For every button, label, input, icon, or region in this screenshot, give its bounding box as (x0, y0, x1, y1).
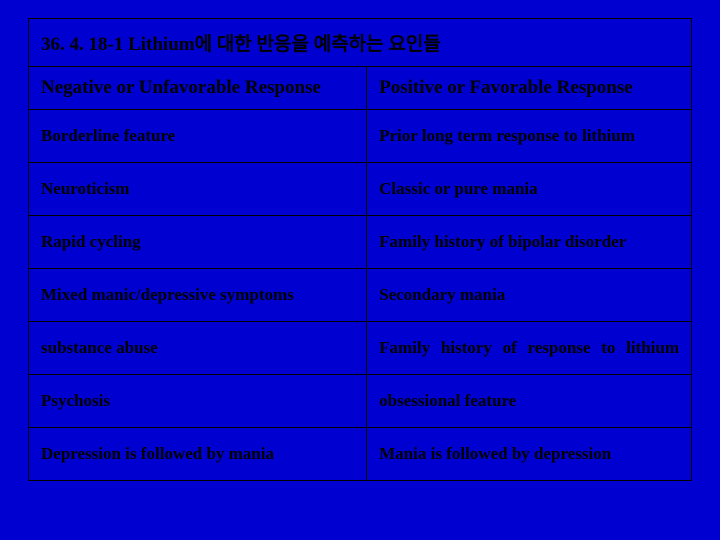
header-row: Negative or Unfavorable Response Positiv… (29, 67, 692, 110)
cell-negative: Rapid cycling (29, 216, 367, 269)
cell-positive: Classic or pure mania (367, 163, 692, 216)
table-row: Borderline feature Prior long term respo… (29, 110, 692, 163)
cell-positive: obsessional feature (367, 375, 692, 428)
cell-positive: Secondary mania (367, 269, 692, 322)
cell-negative: Mixed manic/depressive symptoms (29, 269, 367, 322)
cell-positive: Mania is followed by depression (367, 428, 692, 481)
table-row: Depression is followed by mania Mania is… (29, 428, 692, 481)
col-header-positive: Positive or Favorable Response (367, 67, 692, 110)
table-row: Neuroticism Classic or pure mania (29, 163, 692, 216)
cell-positive: Family history of response to lithium (367, 322, 692, 375)
cell-positive: Prior long term response to lithium (367, 110, 692, 163)
cell-negative: Psychosis (29, 375, 367, 428)
table-row: substance abuse Family history of respon… (29, 322, 692, 375)
table-row: Mixed manic/depressive symptoms Secondar… (29, 269, 692, 322)
lithium-factors-table: 36. 4. 18-1 Lithium에 대한 반응을 예측하는 요인들 Neg… (28, 18, 692, 481)
table-row: Rapid cycling Family history of bipolar … (29, 216, 692, 269)
col-header-negative: Negative or Unfavorable Response (29, 67, 367, 110)
title-row: 36. 4. 18-1 Lithium에 대한 반응을 예측하는 요인들 (29, 19, 692, 67)
cell-positive: Family history of bipolar disorder (367, 216, 692, 269)
cell-negative: Depression is followed by mania (29, 428, 367, 481)
table-row: Psychosis obsessional feature (29, 375, 692, 428)
cell-negative: Borderline feature (29, 110, 367, 163)
table-title: 36. 4. 18-1 Lithium에 대한 반응을 예측하는 요인들 (29, 19, 692, 67)
cell-negative: substance abuse (29, 322, 367, 375)
cell-negative: Neuroticism (29, 163, 367, 216)
